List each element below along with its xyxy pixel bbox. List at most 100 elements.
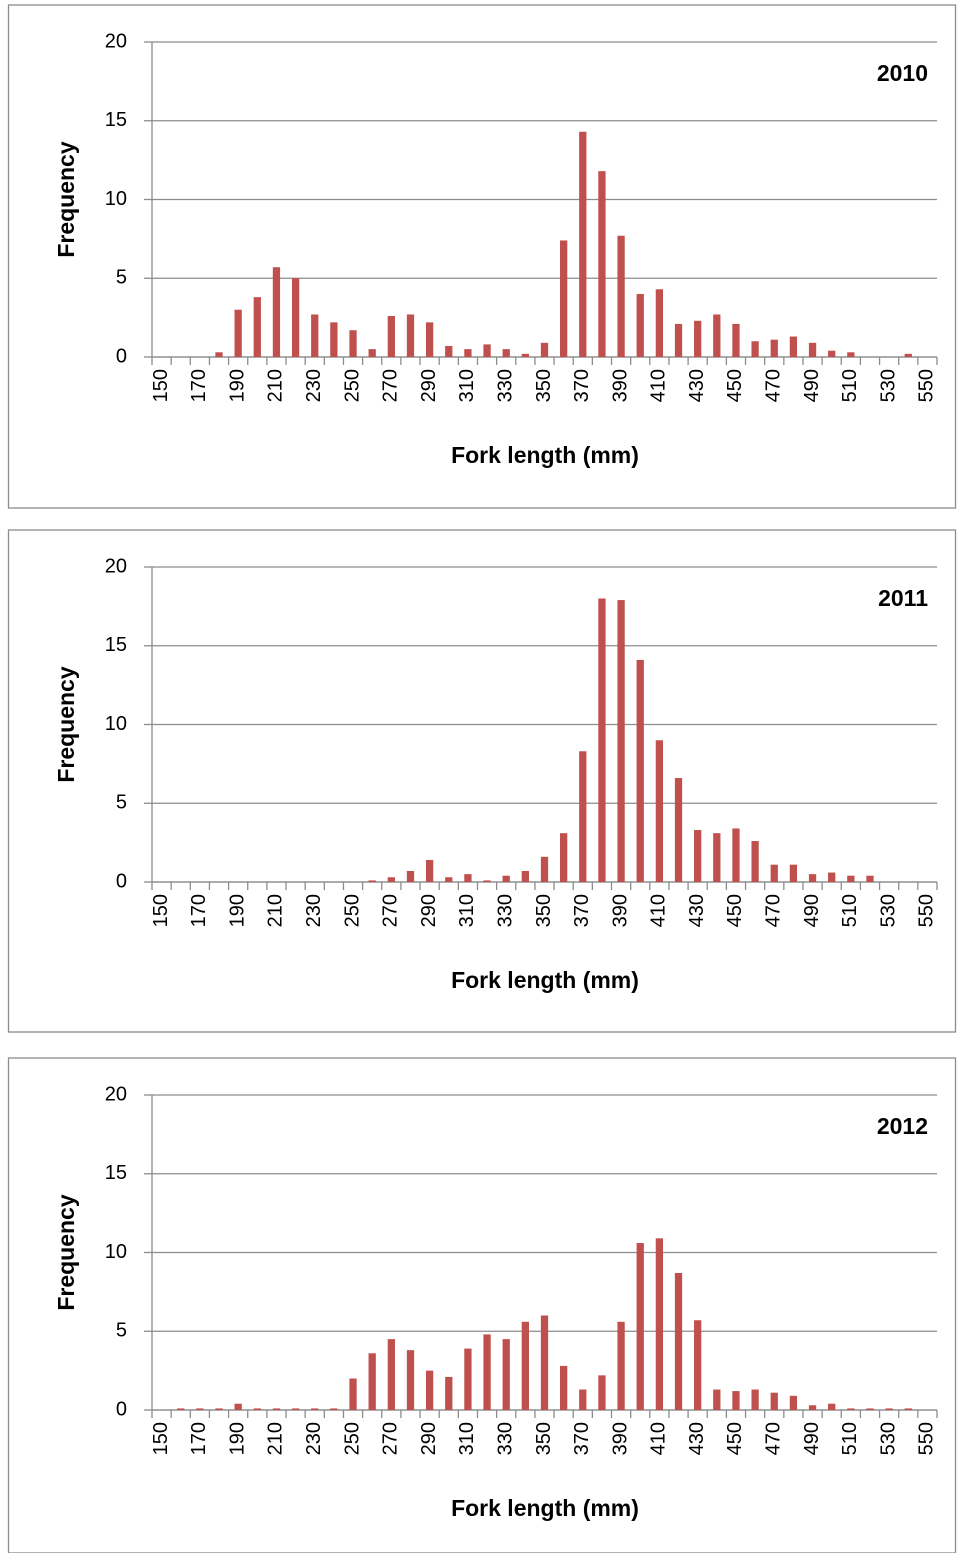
bar bbox=[713, 314, 721, 357]
bar bbox=[770, 864, 778, 882]
x-tick-label: 210 bbox=[265, 369, 287, 402]
x-tick-label: 510 bbox=[839, 894, 861, 927]
y-tick-label: 5 bbox=[116, 1320, 127, 1342]
x-tick-label: 470 bbox=[763, 1422, 785, 1455]
bar bbox=[177, 1408, 185, 1410]
bar bbox=[674, 323, 683, 357]
bar bbox=[464, 874, 472, 882]
bar bbox=[521, 870, 529, 882]
bar bbox=[425, 1370, 434, 1410]
x-tick-label: 150 bbox=[150, 1422, 172, 1455]
bar bbox=[904, 1408, 912, 1410]
bar bbox=[540, 1315, 549, 1410]
x-tick-label: 370 bbox=[571, 894, 593, 927]
x-tick-label: 350 bbox=[533, 894, 555, 927]
y-tick-label: 15 bbox=[105, 634, 127, 656]
bar bbox=[885, 1408, 893, 1410]
x-tick-label: 190 bbox=[226, 369, 248, 402]
year-annotation: 2012 bbox=[877, 1113, 928, 1139]
x-tick-label: 290 bbox=[418, 369, 440, 402]
x-tick-label: 210 bbox=[265, 894, 287, 927]
bar bbox=[751, 841, 759, 882]
bar bbox=[904, 353, 912, 357]
bar bbox=[253, 1408, 261, 1410]
x-tick-label: 150 bbox=[150, 369, 172, 402]
bar bbox=[330, 322, 338, 357]
x-tick-label: 530 bbox=[877, 894, 899, 927]
bar bbox=[311, 314, 319, 357]
bar bbox=[445, 1376, 453, 1410]
bar bbox=[751, 341, 759, 357]
bar bbox=[406, 1350, 415, 1410]
bar bbox=[694, 320, 702, 357]
bar bbox=[349, 330, 357, 357]
y-tick-label: 10 bbox=[105, 713, 127, 735]
bar bbox=[751, 1389, 759, 1410]
bar bbox=[406, 314, 415, 357]
bar bbox=[828, 1403, 836, 1410]
x-tick-label: 270 bbox=[380, 894, 402, 927]
y-axis-title: Frequency bbox=[53, 1194, 79, 1311]
bar bbox=[847, 1408, 855, 1410]
bar bbox=[215, 352, 223, 357]
bar bbox=[483, 344, 491, 357]
bar bbox=[483, 880, 491, 882]
bar bbox=[828, 872, 836, 882]
bar bbox=[560, 1365, 568, 1410]
bar bbox=[770, 339, 778, 357]
x-tick-label: 490 bbox=[801, 1422, 823, 1455]
y-tick-label: 5 bbox=[116, 792, 127, 814]
bar bbox=[445, 345, 453, 357]
bar bbox=[579, 1389, 587, 1410]
bar bbox=[713, 833, 721, 882]
y-tick-label: 15 bbox=[105, 109, 127, 131]
x-tick-label: 470 bbox=[763, 894, 785, 927]
panel-border bbox=[7, 4, 957, 509]
bar bbox=[808, 1405, 817, 1410]
bar bbox=[425, 322, 434, 357]
bar bbox=[866, 875, 874, 882]
bar bbox=[215, 1408, 223, 1410]
x-tick-label: 190 bbox=[226, 1422, 248, 1455]
y-tick-label: 20 bbox=[105, 555, 127, 577]
bar bbox=[655, 740, 664, 882]
x-tick-label: 310 bbox=[456, 1422, 478, 1455]
bar bbox=[272, 1408, 281, 1410]
x-tick-label: 310 bbox=[456, 369, 478, 402]
x-tick-label: 190 bbox=[226, 894, 248, 927]
y-axis-title: Frequency bbox=[53, 666, 79, 783]
x-axis-title: Fork length (mm) bbox=[451, 967, 639, 993]
x-tick-label: 310 bbox=[456, 894, 478, 927]
x-tick-label: 370 bbox=[571, 369, 593, 402]
x-tick-label: 550 bbox=[916, 894, 938, 927]
x-tick-label: 530 bbox=[877, 1422, 899, 1455]
x-tick-label: 530 bbox=[877, 369, 899, 402]
bar bbox=[598, 598, 606, 882]
bar bbox=[636, 659, 644, 882]
bar bbox=[330, 1408, 338, 1410]
bar bbox=[560, 240, 568, 357]
bar bbox=[598, 171, 606, 357]
bar bbox=[674, 778, 683, 882]
y-axis-title: Frequency bbox=[53, 141, 79, 258]
bar bbox=[387, 877, 395, 882]
bar bbox=[636, 294, 644, 357]
x-tick-label: 490 bbox=[801, 369, 823, 402]
bar bbox=[789, 1395, 798, 1410]
y-tick-label: 15 bbox=[105, 1162, 127, 1184]
bar bbox=[464, 1348, 472, 1410]
year-annotation: 2011 bbox=[878, 585, 928, 611]
bar bbox=[655, 1238, 664, 1410]
bar bbox=[425, 859, 434, 882]
bar bbox=[234, 309, 242, 357]
bar bbox=[406, 870, 415, 882]
bar bbox=[732, 1391, 740, 1410]
bar bbox=[234, 1403, 242, 1410]
bar bbox=[617, 600, 625, 882]
bar bbox=[521, 353, 529, 357]
x-tick-label: 250 bbox=[341, 1422, 363, 1455]
bar bbox=[770, 1392, 778, 1410]
x-tick-label: 430 bbox=[686, 1422, 708, 1455]
bar bbox=[349, 1378, 357, 1410]
